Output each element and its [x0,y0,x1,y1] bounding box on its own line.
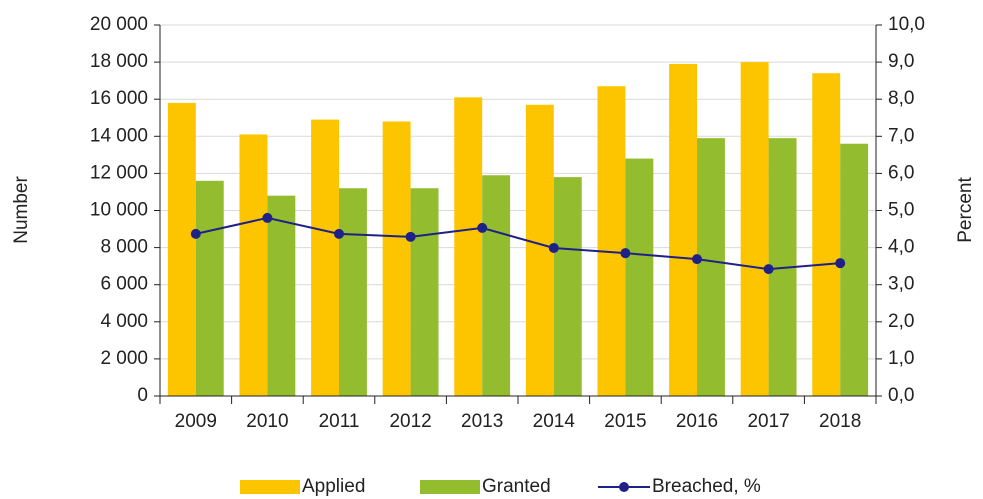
x-tick-label: 2010 [246,411,288,432]
y2-tick-label: 5,0 [888,200,914,221]
y2-tick-label: 10,0 [888,14,925,35]
line-point [405,231,416,242]
line-point [262,212,273,223]
bar [167,102,196,396]
line [195,216,841,271]
y-tick-label: 20 000 [90,14,148,35]
bar [382,121,411,397]
bar [553,177,582,396]
bar [239,134,268,396]
x-tick-label: 2009 [175,411,217,432]
bar [840,143,869,396]
y2-tick-label: 6,0 [888,162,914,183]
bar [482,175,511,396]
x-tick-label: 2012 [389,411,431,432]
y-tick-label: 0 [137,385,148,406]
bar [812,73,841,396]
x-tick-label: 2017 [747,411,789,432]
legend-label: Breached, % [652,476,761,497]
y-tick-label: 2 000 [100,348,148,369]
bar [311,119,339,396]
y-axis-label: Number [11,176,32,244]
x-tick-label: 2013 [461,411,503,432]
bar [697,138,725,396]
line-point [334,228,344,239]
y2-tick-label: 3,0 [888,274,914,295]
legend-label: Applied [302,476,365,497]
y-tick-label: 12 000 [90,162,148,183]
line-point [692,254,702,265]
x-tick-label: 2016 [676,411,718,432]
x-tick-label: 2014 [533,411,576,432]
y-tick-label: 10 000 [90,200,148,221]
y-tick-label: 6 000 [100,274,148,295]
y2-axis-label: Percent [955,177,976,243]
legend-swatch [240,480,300,494]
y-tick-label: 14 000 [90,125,148,146]
bar [410,188,439,396]
bar [740,62,769,396]
x-tick-label: 2015 [604,411,646,432]
y2-tick-label: 7,0 [888,125,914,146]
bar [267,195,296,396]
y2-tick-label: 8,0 [888,88,914,109]
y-tick-label: 8 000 [100,237,148,258]
line-point [620,248,631,259]
line-point [835,258,846,269]
y2-tick-label: 2,0 [888,311,914,332]
line-point [548,242,559,253]
line-point [763,264,774,275]
y2-tick-label: 9,0 [888,51,914,72]
bar [339,188,367,396]
legend-label: Granted [482,476,551,497]
y2-tick-label: 1,0 [888,348,914,369]
bar [597,86,626,396]
legend-swatch [619,482,629,492]
line-point [190,228,201,239]
y-tick-label: 18 000 [90,51,148,72]
bar [669,63,697,397]
bar [625,158,654,396]
bar [454,97,483,396]
bar [525,104,554,396]
y2-tick-label: 4,0 [888,237,914,258]
bar [195,180,224,396]
x-tick-label: 2018 [819,411,861,432]
y-tick-label: 4 000 [100,311,148,332]
line-point [477,222,488,233]
x-tick-label: 2011 [319,411,360,432]
y2-tick-label: 0,0 [888,385,914,406]
y-tick-label: 16 000 [90,88,148,109]
legend-swatch [420,480,480,494]
